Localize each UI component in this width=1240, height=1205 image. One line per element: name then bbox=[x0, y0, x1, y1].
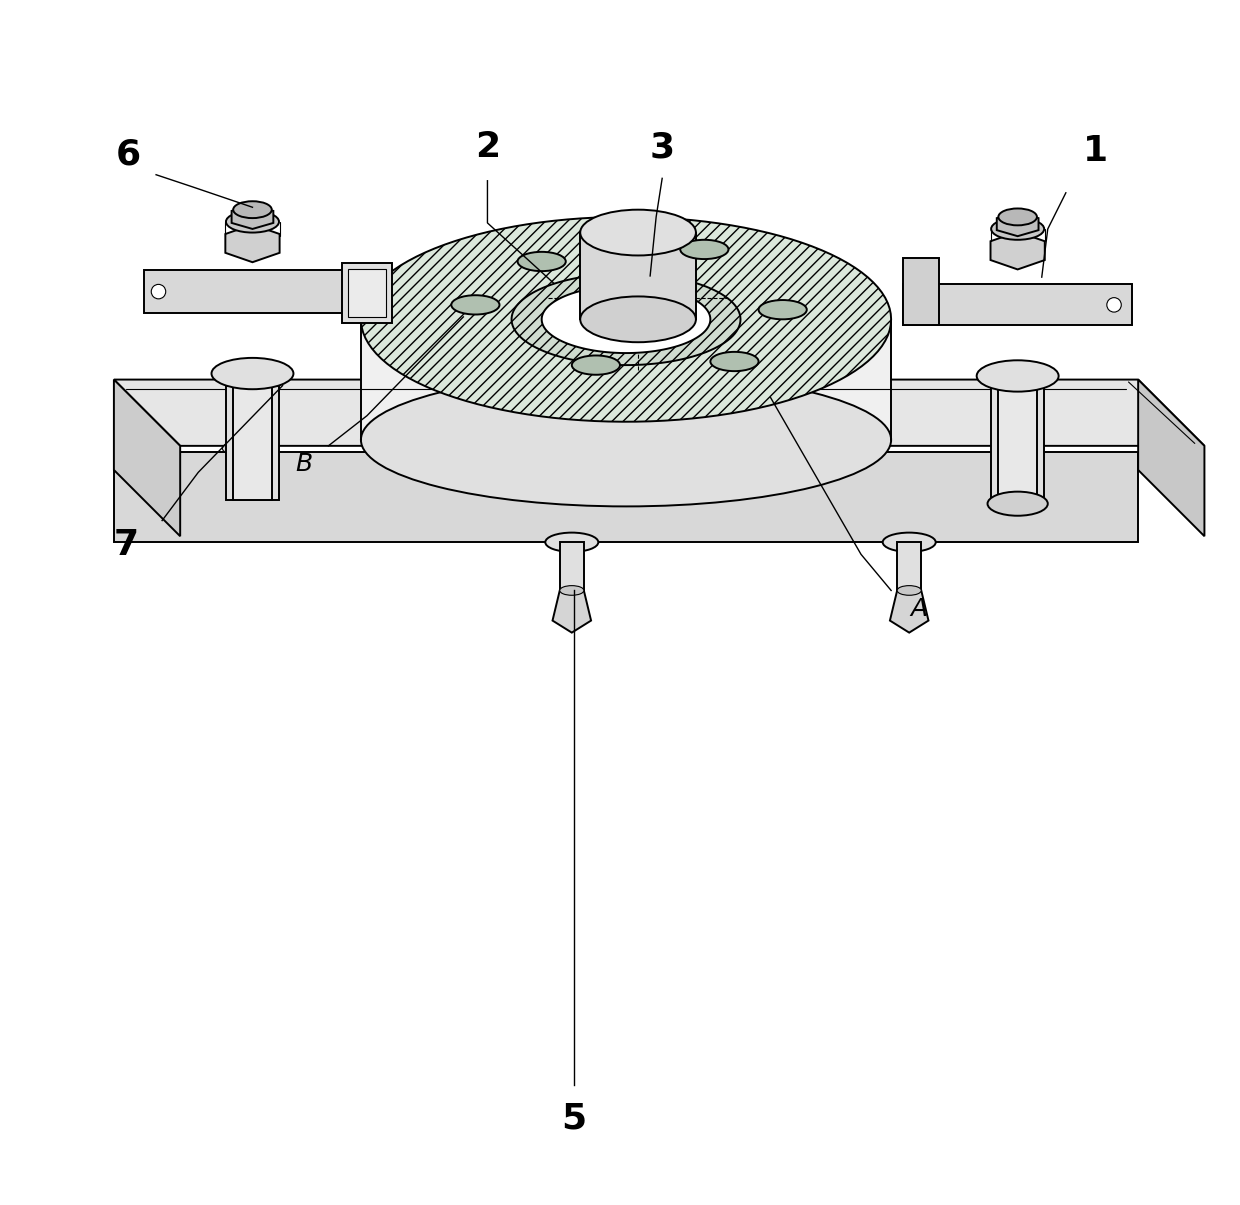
Bar bbox=[991, 386, 1044, 500]
Ellipse shape bbox=[580, 296, 696, 342]
Ellipse shape bbox=[546, 533, 599, 552]
Polygon shape bbox=[542, 286, 711, 353]
Ellipse shape bbox=[559, 586, 584, 595]
Text: B: B bbox=[295, 452, 312, 476]
Polygon shape bbox=[361, 217, 892, 422]
Ellipse shape bbox=[681, 240, 728, 259]
Polygon shape bbox=[512, 274, 740, 365]
Ellipse shape bbox=[212, 358, 294, 389]
Text: 1: 1 bbox=[1084, 134, 1109, 167]
Bar bbox=[347, 269, 386, 317]
Ellipse shape bbox=[711, 352, 759, 371]
Bar bbox=[226, 386, 279, 500]
Ellipse shape bbox=[1107, 298, 1121, 312]
Ellipse shape bbox=[991, 218, 1044, 240]
Polygon shape bbox=[991, 231, 1045, 270]
Ellipse shape bbox=[977, 360, 1059, 392]
Ellipse shape bbox=[222, 440, 270, 457]
Polygon shape bbox=[232, 205, 273, 229]
Polygon shape bbox=[1138, 380, 1204, 536]
Polygon shape bbox=[553, 590, 591, 633]
Ellipse shape bbox=[998, 208, 1037, 225]
Text: 3: 3 bbox=[650, 130, 675, 164]
Polygon shape bbox=[903, 258, 940, 325]
Polygon shape bbox=[114, 380, 180, 536]
Bar bbox=[236, 436, 269, 484]
Ellipse shape bbox=[580, 210, 696, 255]
Text: 7: 7 bbox=[113, 528, 139, 562]
Bar bbox=[580, 233, 696, 319]
Ellipse shape bbox=[572, 355, 620, 375]
Bar bbox=[898, 542, 921, 590]
Polygon shape bbox=[226, 224, 279, 263]
Text: 6: 6 bbox=[115, 137, 141, 171]
Ellipse shape bbox=[451, 295, 500, 315]
Polygon shape bbox=[114, 380, 1204, 446]
Ellipse shape bbox=[226, 211, 279, 233]
Bar bbox=[342, 263, 392, 323]
Ellipse shape bbox=[361, 374, 892, 506]
Bar bbox=[559, 542, 584, 590]
Ellipse shape bbox=[883, 533, 936, 552]
Ellipse shape bbox=[517, 252, 565, 271]
Polygon shape bbox=[114, 452, 1138, 542]
Polygon shape bbox=[997, 212, 1039, 236]
Bar bbox=[903, 284, 1132, 325]
Text: 2: 2 bbox=[475, 130, 500, 164]
Bar bbox=[233, 380, 272, 500]
Bar bbox=[144, 270, 361, 313]
Bar bbox=[998, 380, 1037, 500]
Ellipse shape bbox=[898, 586, 921, 595]
Text: A: A bbox=[910, 596, 928, 621]
Bar bbox=[1001, 436, 1034, 484]
Ellipse shape bbox=[759, 300, 807, 319]
Polygon shape bbox=[890, 590, 929, 633]
Polygon shape bbox=[361, 319, 892, 440]
Text: 5: 5 bbox=[562, 1101, 587, 1135]
Ellipse shape bbox=[233, 201, 272, 218]
Ellipse shape bbox=[151, 284, 166, 299]
Ellipse shape bbox=[987, 492, 1048, 516]
